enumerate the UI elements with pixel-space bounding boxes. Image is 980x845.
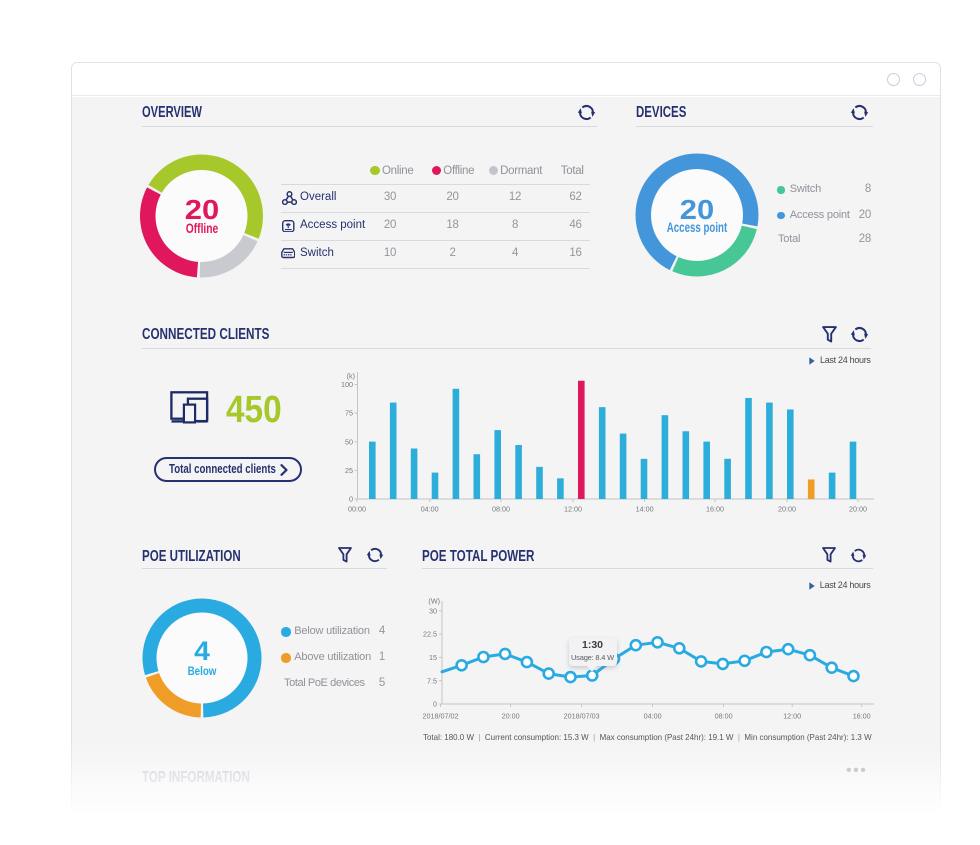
svg-text:15: 15 [429,653,437,662]
svg-text:75: 75 [345,409,353,418]
svg-text:25: 25 [345,466,353,475]
svg-text:(k): (k) [347,372,355,381]
svg-text:14:00: 14:00 [636,505,654,514]
svg-text:16:00: 16:00 [853,712,871,721]
svg-text:100: 100 [341,380,353,389]
svg-text:04:00: 04:00 [421,505,439,514]
svg-text:7.5: 7.5 [427,676,437,685]
svg-text:00:00: 00:00 [348,505,366,514]
svg-text:12:00: 12:00 [564,505,582,514]
svg-text:12:00: 12:00 [783,712,801,721]
svg-text:22.5: 22.5 [423,630,437,639]
svg-text:20:00: 20:00 [502,712,520,721]
svg-text:20:00: 20:00 [849,505,867,514]
svg-text:(W): (W) [428,597,440,606]
svg-text:20:00: 20:00 [778,505,796,514]
svg-text:30: 30 [429,606,437,615]
svg-text:0: 0 [433,700,437,709]
svg-text:0: 0 [349,495,353,504]
svg-text:08:00: 08:00 [715,712,733,721]
svg-text:04:00: 04:00 [644,712,662,721]
svg-text:2018/07/02: 2018/07/02 [423,712,459,721]
svg-text:2018/07/03: 2018/07/03 [564,712,600,721]
svg-text:16:00: 16:00 [706,505,724,514]
svg-text:08:00: 08:00 [492,505,510,514]
svg-text:50: 50 [345,437,353,446]
